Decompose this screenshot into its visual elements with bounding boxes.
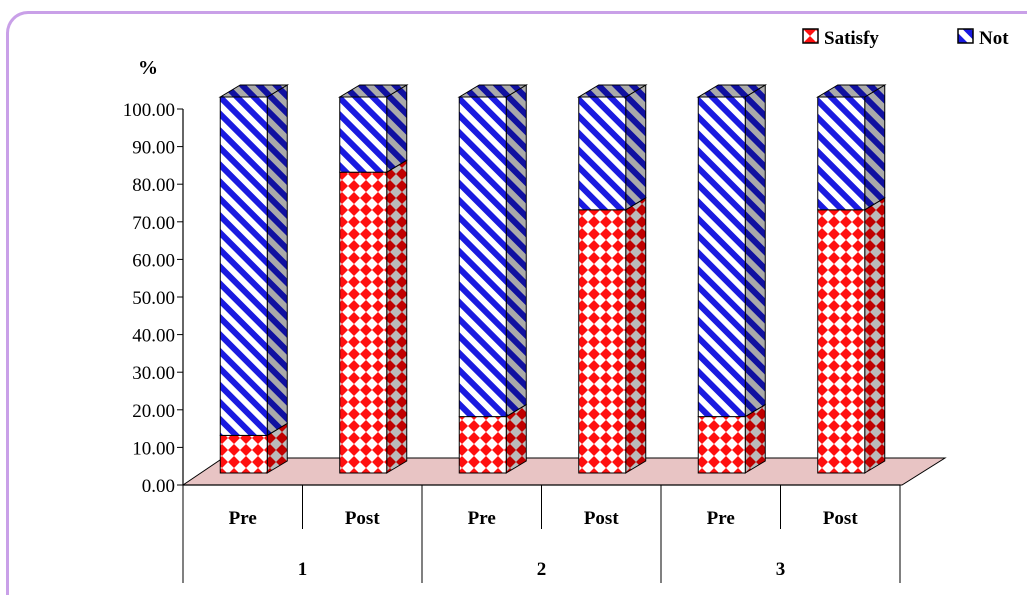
x-category-label: Post	[584, 508, 620, 529]
bar-segment-not-top	[576, 84, 648, 98]
bar-segment-not	[815, 84, 887, 211]
bar-segment-not-side	[864, 84, 886, 211]
bar-segment-not-top	[696, 84, 768, 98]
y-tick-label: 100.00	[123, 100, 175, 121]
bar-segment-not	[696, 84, 768, 418]
bar-segment-not-front	[458, 96, 507, 418]
bar-segment-not-top	[218, 84, 290, 98]
bar-segment-not	[576, 84, 648, 211]
bar-segment-not-front	[697, 96, 746, 418]
bar-segment-not-top	[457, 84, 529, 98]
bar-stack	[218, 84, 290, 474]
x-category-label: Pre	[229, 508, 257, 529]
bar-segment-satisfy-front	[339, 171, 388, 474]
bar-segment-not-front	[339, 96, 388, 173]
bar-segment-not	[457, 84, 529, 418]
y-tick-label: 80.00	[132, 175, 175, 196]
x-group-label: 1	[298, 559, 308, 580]
x-group-label: 2	[537, 559, 547, 580]
y-tick-label: 10.00	[132, 438, 175, 459]
y-tick-label: 30.00	[132, 363, 175, 384]
x-category-label: Post	[345, 508, 381, 529]
bar-segment-satisfy	[219, 422, 288, 474]
legend-label-not: Not	[979, 28, 1009, 49]
bar-segment-not	[337, 84, 409, 174]
bar-segment-satisfy-side	[864, 196, 886, 474]
bar-segment-not-top	[815, 84, 887, 98]
y-tick-label: 20.00	[132, 401, 175, 422]
bar-segment-not-top	[337, 84, 409, 98]
legend: Satisfy Not	[802, 28, 1009, 49]
bar-segment-satisfy-front	[458, 416, 507, 474]
bar-segment-not-side	[744, 84, 766, 418]
bar-segment-not-side	[386, 84, 408, 174]
bar-segment-satisfy-front	[578, 209, 627, 474]
x-category-label: Pre	[707, 508, 735, 529]
x-group-label: 3	[776, 559, 786, 580]
bar-segment-not-side	[266, 84, 288, 437]
y-axis-label: %	[138, 57, 158, 79]
bar-stack	[576, 84, 648, 474]
legend-label-satisfy: Satisfy	[824, 28, 879, 49]
bar-stack	[696, 84, 768, 474]
y-tick-label: 90.00	[132, 138, 175, 159]
legend-swatch-not	[957, 28, 974, 44]
bar-segment-satisfy-front	[817, 209, 866, 474]
legend-item-satisfy: Satisfy	[802, 28, 879, 49]
y-tick-label: 40.00	[132, 326, 175, 347]
bar-segment-not-side	[625, 84, 647, 211]
bar-segment-not-front	[219, 96, 268, 436]
bar-segment-not	[218, 84, 290, 437]
bar-segment-satisfy	[578, 196, 647, 474]
bar-stack	[815, 84, 887, 474]
bar-segment-satisfy	[697, 403, 766, 474]
bar-segment-not-side	[505, 84, 527, 418]
bar-stack	[337, 84, 409, 474]
bar-segment-satisfy-side	[386, 159, 408, 474]
bar-segment-not-front	[578, 96, 627, 211]
bar-segment-satisfy-front	[697, 416, 746, 474]
bar-segment-satisfy-side	[625, 196, 647, 474]
legend-swatch-satisfy	[802, 28, 819, 44]
bar-segment-satisfy	[817, 196, 886, 474]
y-tick-label: 60.00	[132, 250, 175, 271]
y-tick-label: 70.00	[132, 213, 175, 234]
bar-segment-satisfy	[339, 159, 408, 474]
x-category-label: Post	[823, 508, 859, 529]
y-tick-label: 0.00	[142, 476, 175, 497]
y-tick-label: 50.00	[132, 288, 175, 309]
x-category-label: Pre	[468, 508, 496, 529]
bar-stack	[457, 84, 529, 474]
bar-segment-satisfy-front	[219, 434, 268, 474]
legend-item-not: Not	[957, 28, 1009, 49]
bar-segment-not-front	[817, 96, 866, 211]
